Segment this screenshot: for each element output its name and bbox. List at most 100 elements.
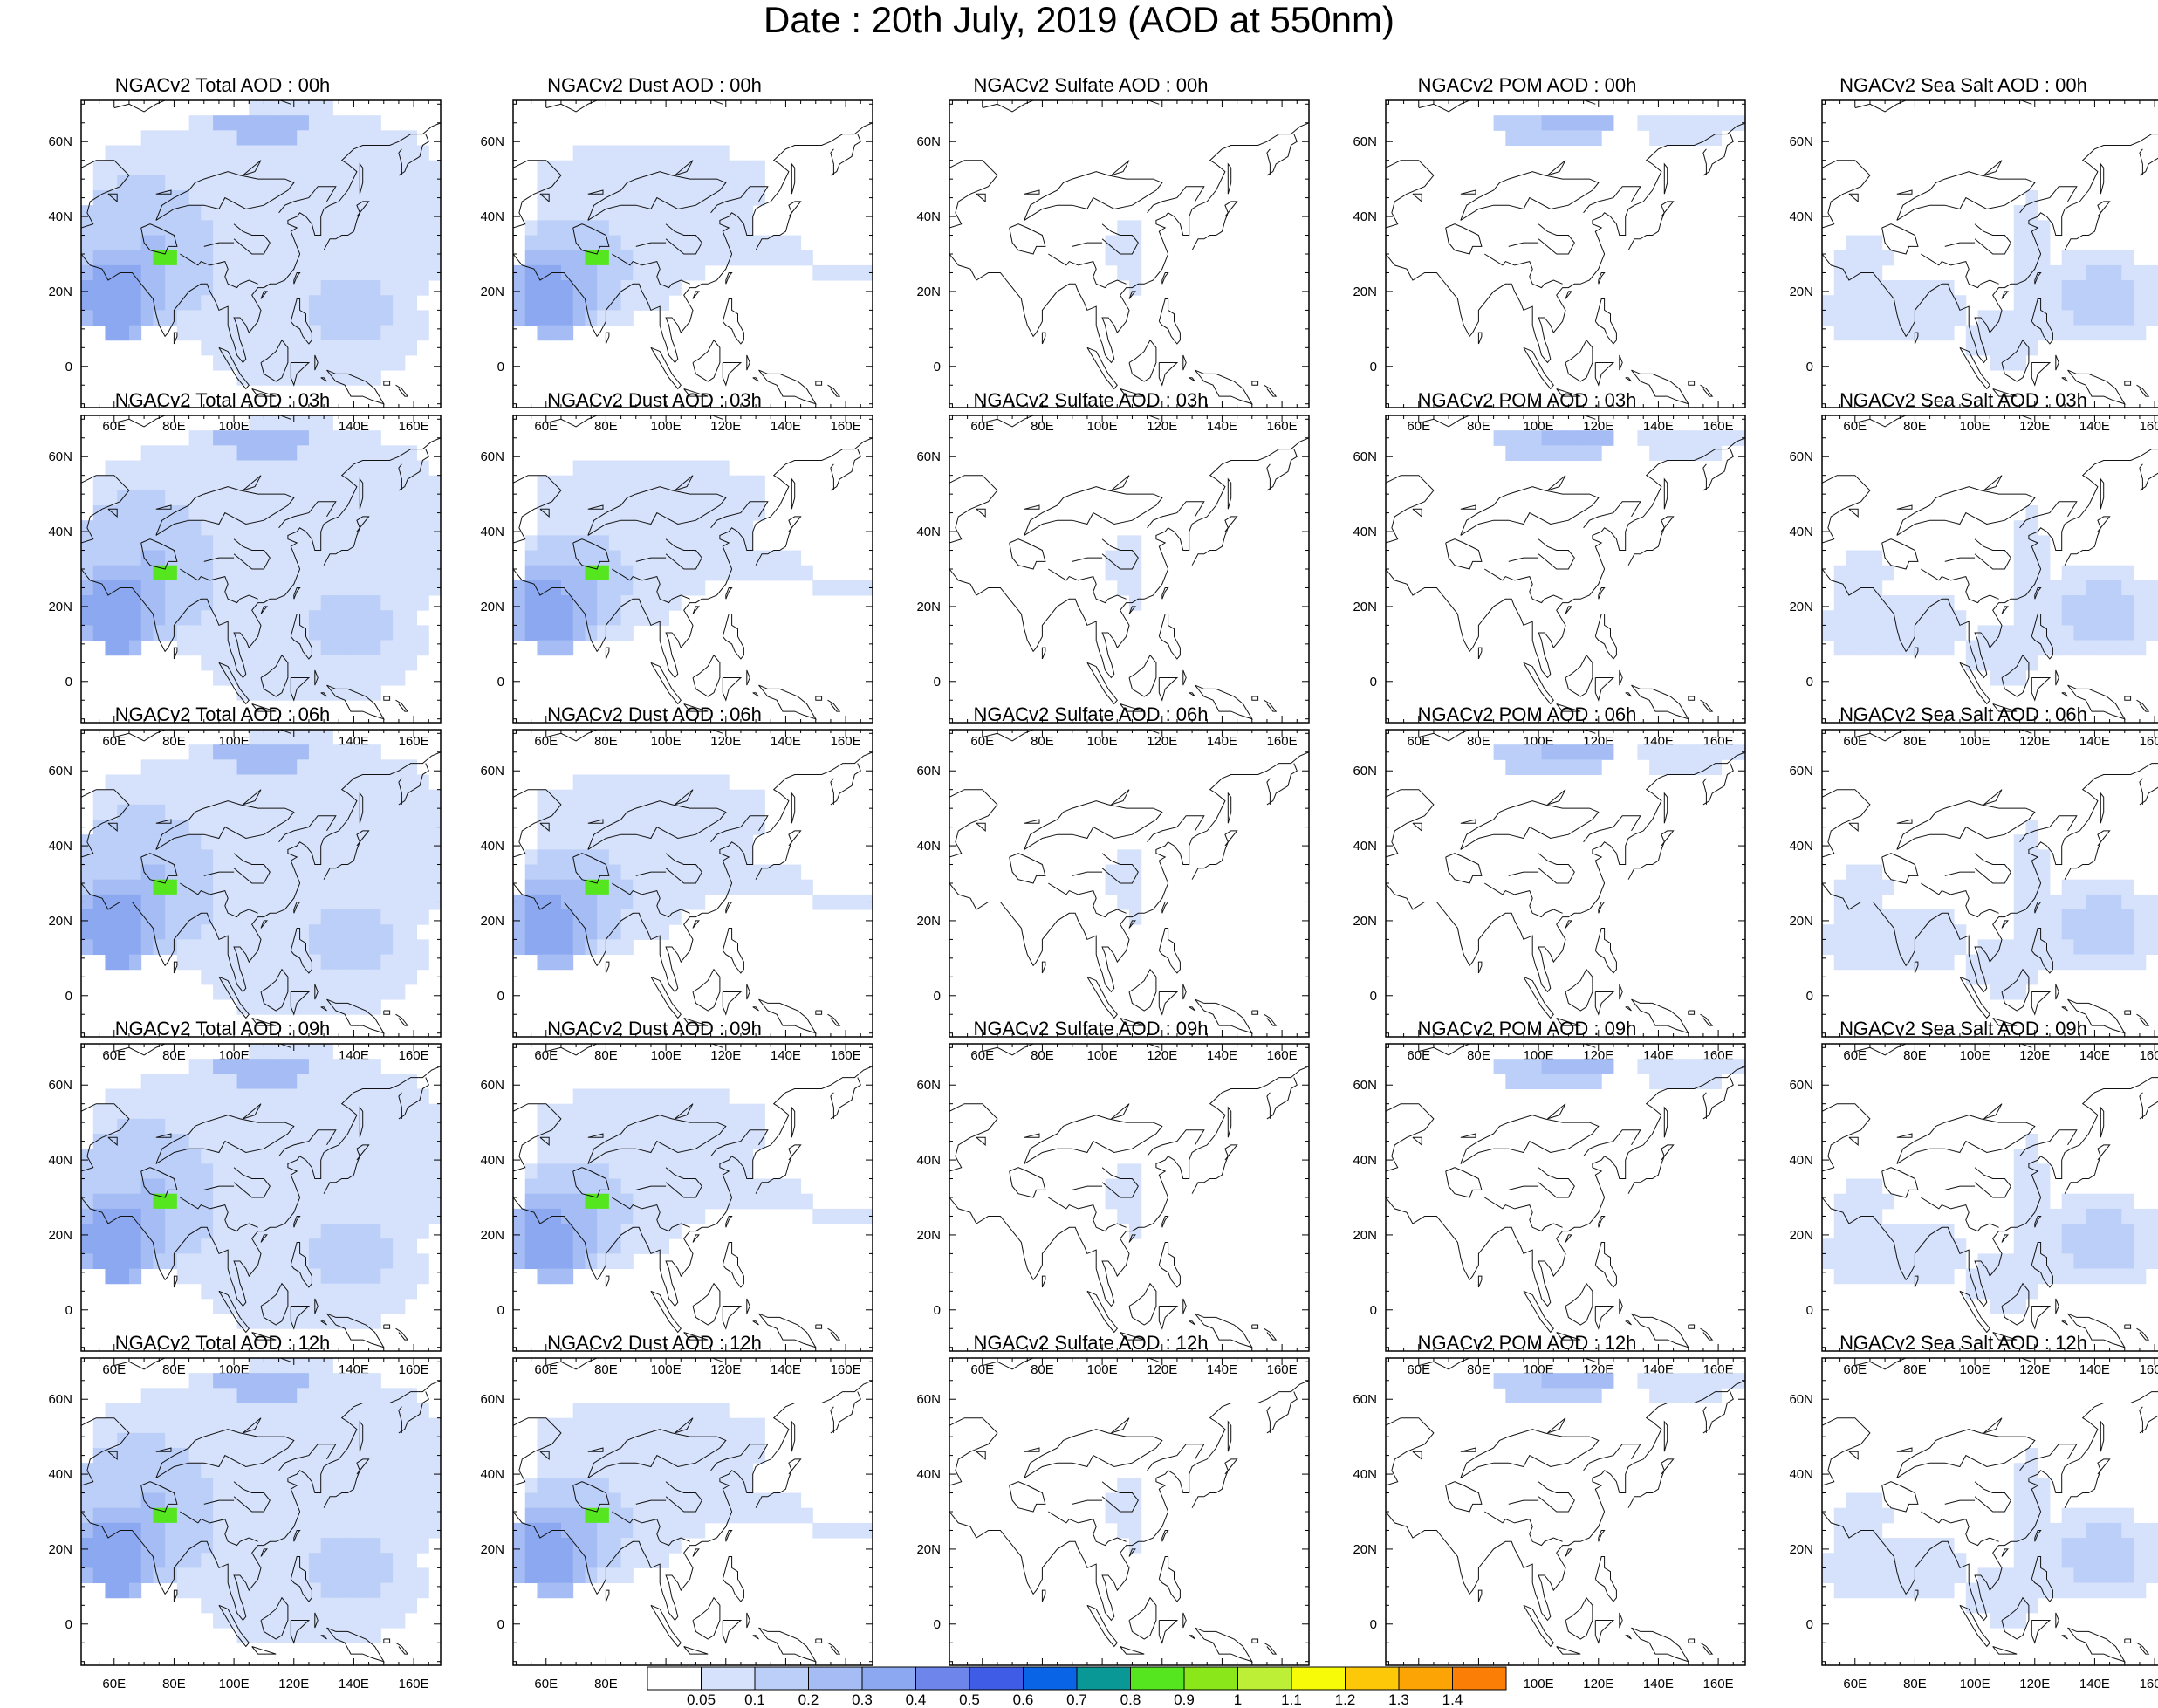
x-tick-label: 120E	[2019, 734, 2050, 749]
aod-cell	[428, 834, 441, 850]
aod-cell	[1105, 1178, 1118, 1195]
aod-cell	[332, 1582, 346, 1599]
aod-cell	[176, 1074, 190, 1090]
y-tick-label: 60N	[1353, 764, 1377, 779]
aod-cell	[176, 190, 190, 206]
aod-cell	[704, 849, 717, 866]
aod-cell	[1565, 744, 1579, 760]
aod-cell	[117, 550, 130, 566]
coastline	[323, 830, 370, 880]
aod-cell	[752, 475, 765, 491]
aod-cell	[201, 744, 214, 760]
aod-cell	[224, 460, 238, 477]
aod-cell	[284, 445, 298, 462]
coastline	[605, 1275, 610, 1288]
aod-cell	[188, 924, 202, 940]
aod-cell	[585, 1193, 598, 1210]
aod-cell	[380, 1597, 394, 1614]
aod-cell	[752, 864, 765, 881]
aod-cell	[297, 610, 310, 626]
aod-cell	[380, 1612, 394, 1629]
coastline	[545, 730, 599, 742]
aod-cell	[404, 190, 418, 206]
aod-cell	[368, 759, 381, 776]
aod-cell	[224, 1283, 238, 1300]
aod-cell	[117, 1417, 130, 1434]
coastlines	[81, 100, 441, 405]
aod-cell	[224, 969, 238, 985]
coastline	[1191, 830, 1238, 880]
aod-cell	[201, 1253, 214, 1270]
coastline	[587, 800, 727, 850]
aod-cell	[1661, 130, 1675, 147]
aod-cell	[176, 565, 190, 581]
aod-cell	[105, 939, 118, 956]
aod-cell	[272, 325, 285, 341]
aod-cell	[597, 610, 610, 626]
aod-cell	[188, 1582, 202, 1599]
aod-cell	[249, 1088, 262, 1105]
aod-cell	[704, 1193, 717, 1210]
aod-cell	[620, 1208, 634, 1224]
aod-cell	[1553, 1074, 1566, 1090]
aod-cell	[105, 1163, 118, 1180]
aod-cell	[261, 1074, 274, 1090]
aod-cell	[284, 1597, 298, 1614]
aod-cell	[549, 595, 562, 611]
aod-cell	[261, 1403, 274, 1419]
coastline	[2100, 162, 2105, 195]
aod-cell	[524, 924, 538, 940]
aod-cell	[752, 175, 765, 191]
aod-cell	[140, 1538, 154, 1554]
aod-cell	[404, 1538, 418, 1554]
aod-cell	[380, 550, 394, 566]
aod-cell	[2025, 820, 2038, 835]
coastline	[314, 984, 319, 1000]
aod-cell	[261, 295, 274, 311]
aod-cell	[1869, 264, 1883, 281]
aod-cell	[272, 1507, 285, 1524]
aod-cell	[368, 1314, 381, 1329]
aod-cell	[2073, 310, 2086, 326]
aod-cell	[368, 490, 381, 506]
aod-cell	[320, 235, 333, 251]
y-tick-label: 0	[1806, 989, 1813, 1004]
aod-cell	[1917, 1253, 1931, 1270]
aod-cell	[404, 505, 418, 521]
aod-cell	[729, 789, 742, 806]
aod-cell	[549, 1268, 562, 1285]
aod-cell	[153, 879, 166, 895]
aod-cell	[549, 1163, 562, 1180]
aod-cell	[537, 1178, 550, 1195]
aod-field	[513, 774, 873, 971]
aod-cell	[128, 640, 142, 656]
aod-cell	[1881, 280, 1894, 296]
aod-cell	[368, 1478, 381, 1494]
coastline	[251, 1332, 277, 1341]
aod-cell	[2145, 625, 2158, 641]
aod-cell	[105, 550, 118, 566]
aod-cell	[572, 460, 586, 477]
aod-cell	[1869, 580, 1883, 596]
aod-cell	[272, 100, 285, 116]
aod-cell	[537, 580, 550, 596]
coastline	[1702, 763, 1734, 806]
aod-cell	[2038, 1208, 2051, 1224]
coastline	[1700, 1327, 1714, 1341]
aod-cell	[2121, 879, 2134, 895]
aod-cell	[165, 924, 178, 940]
aod-cell	[2013, 954, 2026, 971]
aod-cell	[656, 1088, 670, 1105]
aod-cell	[368, 295, 381, 311]
aod-cell	[393, 1298, 406, 1314]
aod-cell	[633, 264, 646, 281]
aod-cell	[284, 1507, 298, 1524]
aod-cell	[560, 804, 574, 820]
aod-cell	[236, 1208, 250, 1224]
aod-cell	[740, 1149, 754, 1164]
aod-cell	[188, 520, 202, 536]
aod-cell	[380, 1492, 394, 1509]
aod-cell	[1577, 430, 1590, 446]
aod-cell	[128, 295, 142, 311]
aod-cell	[848, 894, 861, 910]
